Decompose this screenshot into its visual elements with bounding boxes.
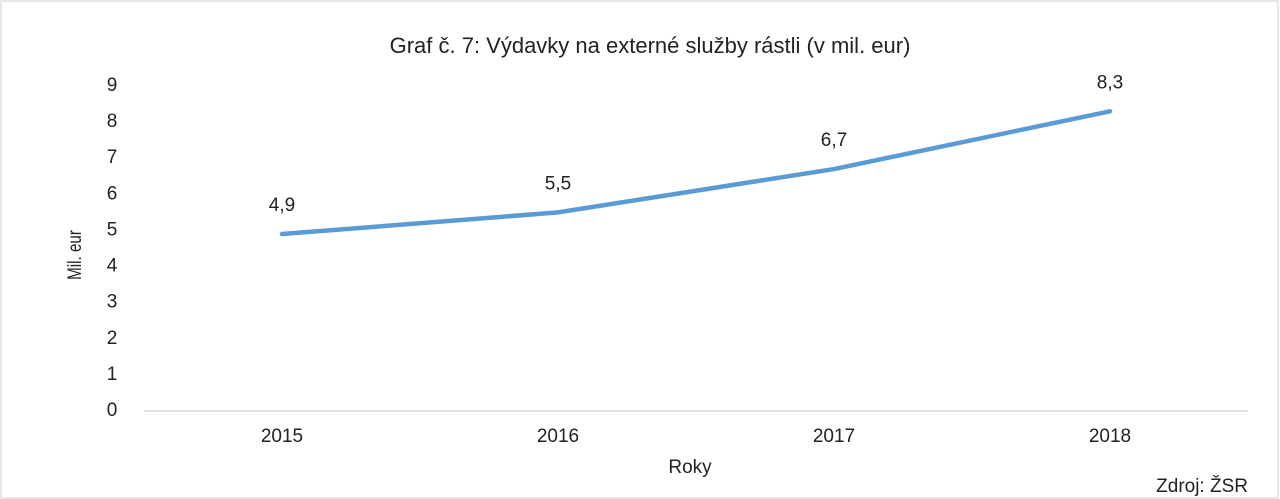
data-label: 8,3 <box>1097 72 1123 93</box>
data-label: 4,9 <box>269 195 295 216</box>
x-axis-label: Roky <box>668 457 712 478</box>
y-axis-label: Mil. eur <box>63 230 85 280</box>
chart-title: Graf č. 7: Výdavky na externé služby rás… <box>390 33 911 58</box>
y-tick-label: 3 <box>107 292 118 313</box>
y-tick-label: 7 <box>107 147 118 168</box>
line <box>279 109 1113 237</box>
y-tick-label: 9 <box>107 75 118 96</box>
y-tick-label: 6 <box>107 183 118 204</box>
y-tick-label: 2 <box>107 328 118 349</box>
y-tick-label: 0 <box>107 400 118 421</box>
data-label: 6,7 <box>821 130 847 151</box>
y-tick-label: 8 <box>107 111 118 132</box>
source: Zdroj: ŽSR <box>1156 475 1248 497</box>
x-tick-label: 2017 <box>813 426 855 447</box>
y-tick-label: 4 <box>107 256 118 277</box>
x-tick-label: 2015 <box>261 426 303 447</box>
data-label: 5,5 <box>545 173 571 194</box>
x-tick-label: 2018 <box>1089 426 1131 447</box>
y-tick-label: 1 <box>107 364 118 385</box>
x-tick-label: 2016 <box>537 426 579 447</box>
y-tick-label: 5 <box>107 219 118 240</box>
